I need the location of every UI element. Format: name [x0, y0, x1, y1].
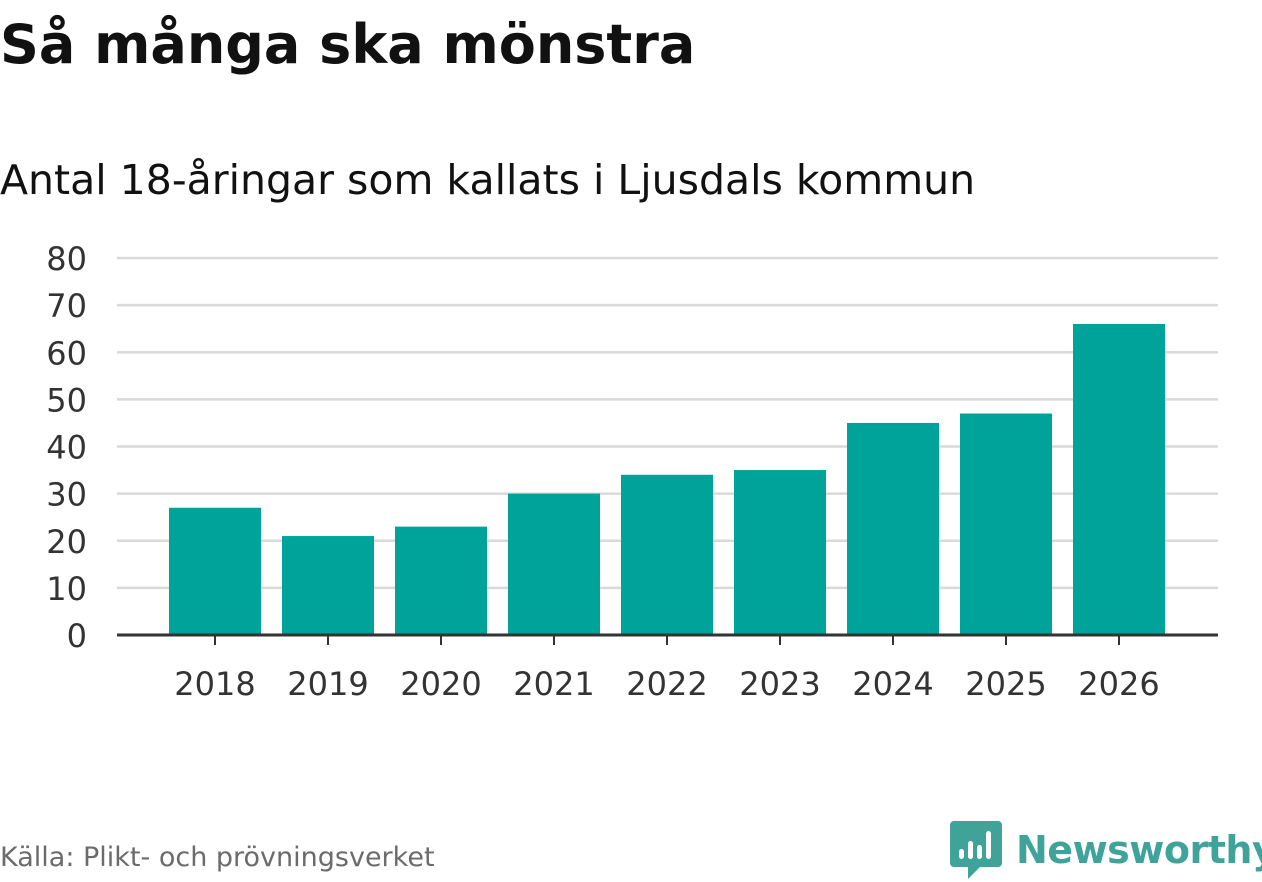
bar: [282, 536, 374, 635]
brand-name: Newsworthy: [1016, 828, 1262, 872]
bar: [508, 493, 600, 635]
x-tick-label: 2025: [965, 665, 1046, 703]
bar: [169, 507, 261, 635]
y-tick-label: 50: [46, 381, 87, 419]
bar: [960, 413, 1052, 635]
x-tick-label: 2020: [400, 665, 481, 703]
x-tick-label: 2022: [626, 665, 707, 703]
chart-subtitle: Antal 18-åringar som kallats i Ljusdals …: [0, 156, 976, 204]
x-tick-label: 2024: [852, 665, 933, 703]
x-tick-label: 2023: [739, 665, 820, 703]
chart-title: Så många ska mönstra: [0, 13, 696, 76]
bar: [1073, 323, 1165, 635]
newsworthy-logo: Newsworthy: [950, 818, 1262, 882]
y-tick-label: 20: [46, 523, 87, 561]
source-note: Källa: Plikt- och prövningsverket: [0, 842, 435, 873]
bar: [734, 470, 826, 635]
bar: [847, 422, 939, 635]
y-tick-label: 70: [46, 287, 87, 325]
y-tick-label: 0: [67, 617, 87, 655]
bar: [621, 474, 713, 635]
y-tick-label: 80: [46, 240, 87, 278]
y-tick-label: 30: [46, 476, 87, 514]
x-tick-label: 2019: [287, 665, 368, 703]
bar: [395, 526, 487, 635]
x-tick-label: 2026: [1078, 665, 1159, 703]
y-tick-label: 60: [46, 334, 87, 372]
y-tick-label: 10: [46, 570, 87, 608]
x-tick-label: 2018: [174, 665, 255, 703]
bar-chart-badge-icon: [950, 821, 1002, 879]
x-tick-label: 2021: [513, 665, 594, 703]
y-tick-label: 40: [46, 429, 87, 467]
